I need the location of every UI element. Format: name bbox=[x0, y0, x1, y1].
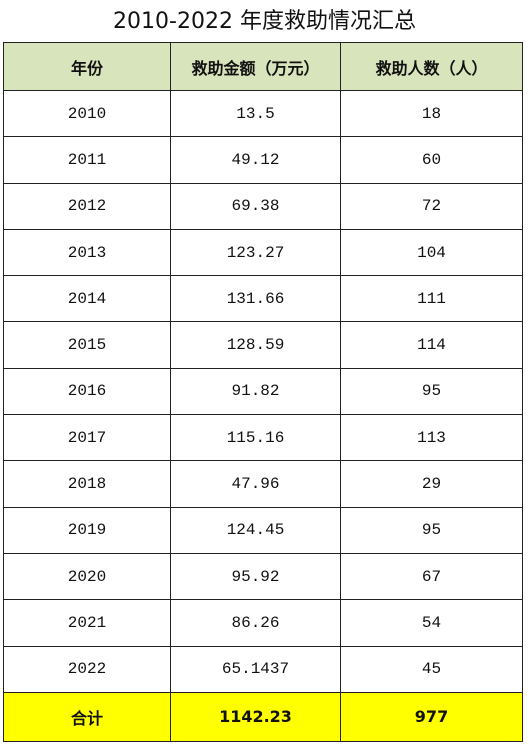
data-row: 2019 124.45 95 bbox=[3, 506, 523, 554]
cell: 2014 bbox=[3, 275, 171, 323]
cell: 113 bbox=[340, 414, 523, 462]
cell: 54 bbox=[340, 599, 523, 647]
summary-table: 年份 救助金额（万元） 救助人数（人） 2010 13.5 18 2011 49.12 60 20… bbox=[3, 42, 523, 742]
title: 2010-2022 年度救助情况汇总 bbox=[113, 9, 416, 34]
data-row: 2013 123.27 104 bbox=[3, 228, 523, 277]
data-row: 2015 128.59 114 bbox=[3, 321, 523, 369]
cell: 2015 bbox=[3, 321, 171, 369]
cell: 60 bbox=[340, 136, 523, 184]
cell: 124.45 bbox=[170, 506, 341, 554]
cell: 29 bbox=[340, 460, 523, 508]
cell: 2021 bbox=[3, 599, 171, 647]
header-row: 年份 救助金额（万元） 救助人数（人） bbox=[3, 42, 523, 91]
cell: 47.96 bbox=[170, 460, 341, 508]
cell: 95 bbox=[340, 506, 523, 554]
data-row: 2018 47.96 29 bbox=[3, 460, 523, 508]
cell: 111 bbox=[340, 275, 523, 323]
data-row: 2021 86.26 54 bbox=[3, 599, 523, 647]
data-row: 2014 131.66 111 bbox=[3, 275, 523, 323]
cell: 合计 bbox=[3, 691, 171, 742]
cell: 2016 bbox=[3, 367, 171, 416]
cell: 救助人数（人） bbox=[340, 42, 523, 91]
cell: 45 bbox=[340, 645, 523, 693]
cell: 1142.23 bbox=[170, 691, 341, 742]
data-row: 2010 13.5 18 bbox=[3, 89, 523, 138]
cell: 977 bbox=[340, 691, 523, 742]
cell: 2010 bbox=[3, 89, 171, 138]
cell: 91.82 bbox=[170, 367, 341, 416]
data-row: 2020 95.92 67 bbox=[3, 552, 523, 601]
cell: 救助金额（万元） bbox=[170, 42, 341, 91]
cell: 2011 bbox=[3, 136, 171, 184]
cell: 65.1437 bbox=[170, 645, 341, 693]
cell: 104 bbox=[340, 228, 523, 277]
cell: 年份 bbox=[3, 42, 171, 91]
cell: 86.26 bbox=[170, 599, 341, 647]
cell: 2012 bbox=[3, 182, 171, 230]
cell: 2019 bbox=[3, 506, 171, 554]
cell: 49.12 bbox=[170, 136, 341, 184]
cell: 131.66 bbox=[170, 275, 341, 323]
cell: 2022 bbox=[3, 645, 171, 693]
cell: 18 bbox=[340, 89, 523, 138]
data-row: 2022 65.1437 45 bbox=[3, 645, 523, 693]
cell: 72 bbox=[340, 182, 523, 230]
cell: 2018 bbox=[3, 460, 171, 508]
cell: 115.16 bbox=[170, 414, 341, 462]
cell: 2013 bbox=[3, 228, 171, 277]
cell: 69.38 bbox=[170, 182, 341, 230]
cell: 95.92 bbox=[170, 552, 341, 601]
cell: 95 bbox=[340, 367, 523, 416]
data-row: 2011 49.12 60 bbox=[3, 136, 523, 184]
data-row: 2012 69.38 72 bbox=[3, 182, 523, 230]
total-row: 合计 1142.23 977 bbox=[3, 691, 523, 742]
cell: 67 bbox=[340, 552, 523, 601]
cell: 123.27 bbox=[170, 228, 341, 277]
data-row: 2016 91.82 95 bbox=[3, 367, 523, 416]
cell: 2017 bbox=[3, 414, 171, 462]
cell: 128.59 bbox=[170, 321, 341, 369]
cell: 13.5 bbox=[170, 89, 341, 138]
cell: 114 bbox=[340, 321, 523, 369]
data-row: 2017 115.16 113 bbox=[3, 414, 523, 462]
cell: 2020 bbox=[3, 552, 171, 601]
